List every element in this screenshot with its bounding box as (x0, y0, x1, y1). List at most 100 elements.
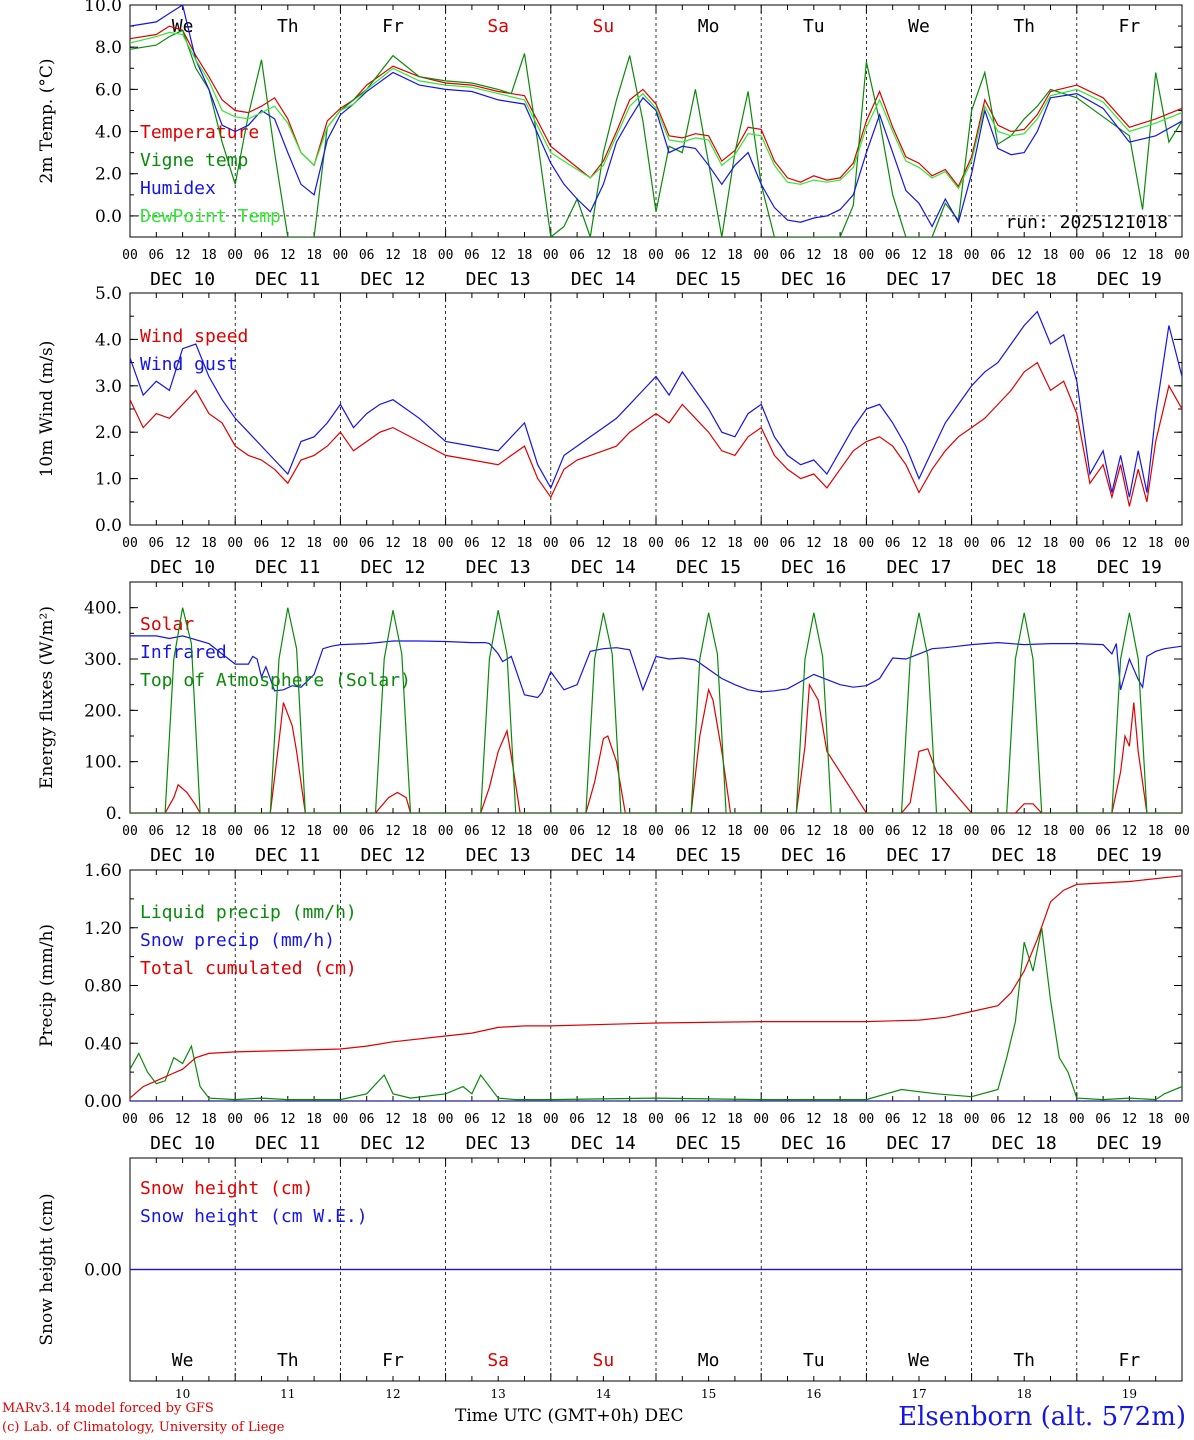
y-tick-label: 0.80 (84, 977, 122, 997)
hour-tick-label: 12 (1122, 1112, 1138, 1127)
hour-tick-label: 18 (411, 536, 427, 551)
hour-tick-label: 18 (937, 248, 953, 263)
date-label: DEC 17 (886, 1133, 951, 1154)
hour-tick-label: 06 (148, 248, 164, 263)
y-tick-label: 5.0 (95, 284, 122, 304)
weekday-label: Fr (1119, 16, 1141, 37)
hour-tick-label: 18 (832, 248, 848, 263)
hour-tick-label: 18 (622, 536, 638, 551)
hour-tick-label: 18 (832, 824, 848, 839)
date-label: DEC 15 (676, 269, 741, 290)
date-label: DEC 16 (781, 1133, 846, 1154)
hour-tick-label: 00 (333, 1112, 349, 1127)
hour-tick-label: 00 (227, 536, 243, 551)
date-label: DEC 12 (360, 269, 425, 290)
date-label: DEC 11 (255, 1133, 320, 1154)
hour-tick-label: 18 (622, 248, 638, 263)
hour-tick-label: 18 (1043, 1112, 1059, 1127)
y-tick-label: 0. (106, 804, 122, 824)
weekday-label: Fr (382, 16, 404, 37)
series-line-temperature (130, 25, 1182, 188)
hour-tick-label: 12 (911, 824, 927, 839)
hour-tick-label: 12 (1122, 536, 1138, 551)
hour-tick-label: 00 (438, 824, 454, 839)
hour-tick-label: 06 (569, 824, 585, 839)
hour-tick-label: 18 (411, 248, 427, 263)
forecast-meteogram: 0.0 2.0 4.0 6.0 8.0 10.0 2m Temp. (°C) 00 06 12 18… (37, 0, 1190, 1400)
hour-tick-label: 18 (727, 1112, 743, 1127)
y-tick-label: 100. (84, 753, 122, 773)
date-label: DEC 12 (360, 1133, 425, 1154)
hour-tick-label: 12 (175, 824, 191, 839)
y-tick-label: 3.0 (95, 377, 122, 397)
y-tick-label: 1.60 (84, 861, 122, 881)
weekday-label: Th (277, 16, 299, 37)
weekday-label: Th (277, 1350, 299, 1371)
date-label: DEC 15 (676, 845, 741, 866)
hour-tick-label: 12 (175, 536, 191, 551)
hour-tick-label: 00 (1069, 1112, 1085, 1127)
legend-entry: Infrared (140, 642, 227, 663)
hour-tick-label: 18 (306, 248, 322, 263)
hour-tick-label: 12 (806, 248, 822, 263)
hour-tick-label: 12 (596, 1112, 612, 1127)
date-label: DEC 17 (886, 557, 951, 578)
y-tick-label: 400. (84, 599, 122, 619)
hour-tick-label: 06 (780, 536, 796, 551)
station-name: Elsenborn (alt. 572m) (898, 1402, 1186, 1432)
hour-tick-label: 12 (175, 248, 191, 263)
hour-tick-label: 18 (1148, 1112, 1164, 1127)
date-label: DEC 19 (1097, 557, 1162, 578)
hour-tick-label: 12 (1122, 248, 1138, 263)
hour-tick-label: 06 (464, 248, 480, 263)
hour-tick-label: 00 (1069, 248, 1085, 263)
hour-tick-label: 18 (727, 248, 743, 263)
weekday-label: Sa (487, 1350, 509, 1371)
weekday-label: Th (1013, 1350, 1035, 1371)
y-tick-label: 2.0 (95, 423, 122, 443)
hour-tick-label: 18 (937, 1112, 953, 1127)
date-label: DEC 14 (571, 557, 636, 578)
model-credit: MARv3.14 model forced by GFS (2, 1401, 214, 1416)
hour-tick-label: 06 (990, 536, 1006, 551)
day-number-label: 10 (175, 1387, 190, 1400)
hour-tick-label: 06 (359, 536, 375, 551)
date-label: DEC 13 (466, 269, 531, 290)
hour-tick-label: 06 (569, 248, 585, 263)
hour-tick-label: 00 (753, 536, 769, 551)
hour-tick-label: 12 (175, 1112, 191, 1127)
weekday-label: Mo (698, 16, 720, 37)
hour-tick-label: 00 (859, 248, 875, 263)
hour-tick-label: 12 (806, 1112, 822, 1127)
hour-tick-label: 06 (148, 824, 164, 839)
date-label: DEC 16 (781, 845, 846, 866)
hour-tick-label: 12 (1016, 248, 1032, 263)
hour-tick-label: 06 (254, 824, 270, 839)
hour-tick-label: 18 (832, 536, 848, 551)
y-axis-label: 2m Temp. (°C) (37, 58, 57, 183)
hour-tick-label: 06 (359, 824, 375, 839)
hour-tick-label: 06 (1095, 248, 1111, 263)
hour-tick-label: 00 (1174, 248, 1190, 263)
hour-tick-label: 18 (1148, 248, 1164, 263)
hour-tick-label: 18 (727, 824, 743, 839)
hour-tick-label: 18 (622, 1112, 638, 1127)
weekday-label: Sa (487, 16, 509, 37)
legend-entry: Total cumulated (cm) (140, 958, 357, 979)
hour-tick-label: 06 (674, 824, 690, 839)
hour-tick-label: 18 (411, 1112, 427, 1127)
panel-5: 0.00 Snow height (cm) We Th Fr Sa Su Mo Tu We Th Fr… (37, 1157, 1183, 1400)
hour-tick-label: 12 (701, 824, 717, 839)
hour-tick-label: 12 (596, 248, 612, 263)
hour-tick-label: 12 (385, 536, 401, 551)
legend-entry: Snow height (cm) (140, 1178, 313, 1199)
weekday-label: We (172, 16, 194, 37)
hour-tick-label: 00 (1174, 536, 1190, 551)
hour-tick-label: 06 (359, 1112, 375, 1127)
hour-tick-label: 12 (911, 248, 927, 263)
date-label: DEC 12 (360, 557, 425, 578)
hour-tick-label: 00 (753, 824, 769, 839)
hour-tick-label: 06 (1095, 1112, 1111, 1127)
hour-tick-label: 12 (490, 536, 506, 551)
weekday-label: Tu (803, 16, 825, 37)
